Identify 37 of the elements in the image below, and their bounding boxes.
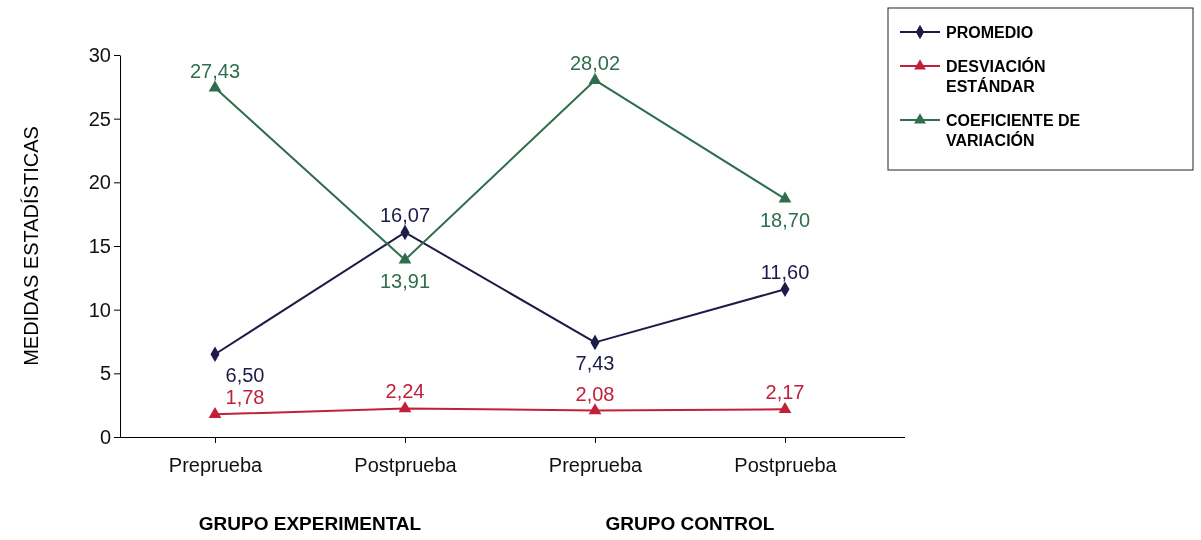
- data-label: 11,60: [760, 261, 810, 284]
- point: [208, 406, 222, 418]
- x-tick-label: Preprueba: [168, 454, 264, 476]
- data-label: 28,02: [569, 52, 621, 75]
- point: [398, 252, 412, 264]
- data-label: 2,08: [575, 382, 615, 405]
- legend-label: COEFICIENTE DE VARIACIÓN: [946, 112, 1081, 149]
- x-tick-label: Postprueba: [734, 454, 838, 476]
- point: [398, 401, 412, 413]
- data-label: 6,50: [225, 364, 265, 387]
- y-tick-label: 30: [88, 43, 111, 66]
- y-tick-label: 25: [88, 107, 111, 130]
- point: [778, 402, 792, 414]
- text: GRUPO EXPERIMENTAL: [198, 513, 422, 534]
- y-tick-label: 15: [88, 234, 111, 257]
- data-label: 13,91: [379, 269, 431, 292]
- text: GRUPO CONTROL: [605, 513, 775, 534]
- x-tick-label: Preprueba: [548, 454, 644, 476]
- data-label: 2,17: [765, 381, 805, 404]
- y-tick-label: 10: [88, 298, 111, 321]
- data-label: 18,70: [759, 208, 811, 231]
- data-label: 1,78: [225, 386, 265, 409]
- data-label: 7,43: [575, 352, 615, 375]
- legend-label: PROMEDIO: [946, 24, 1034, 41]
- point: [208, 80, 222, 92]
- y-axis-title: MEDIDAS ESTADÍSTICAS: [20, 126, 42, 366]
- data-label: 16,07: [379, 204, 431, 227]
- y-tick-label: 0: [99, 425, 111, 448]
- point: [588, 403, 602, 415]
- data-label: 27,43: [189, 59, 241, 82]
- y-tick-label: 20: [88, 171, 111, 194]
- data-label: 2,24: [385, 380, 425, 403]
- point: [778, 191, 792, 203]
- point: [588, 72, 602, 84]
- y-tick-label: 5: [99, 362, 111, 385]
- legend-label: DESVIACIÓN ESTÁNDAR: [946, 57, 1046, 95]
- x-tick-label: Postprueba: [354, 454, 458, 476]
